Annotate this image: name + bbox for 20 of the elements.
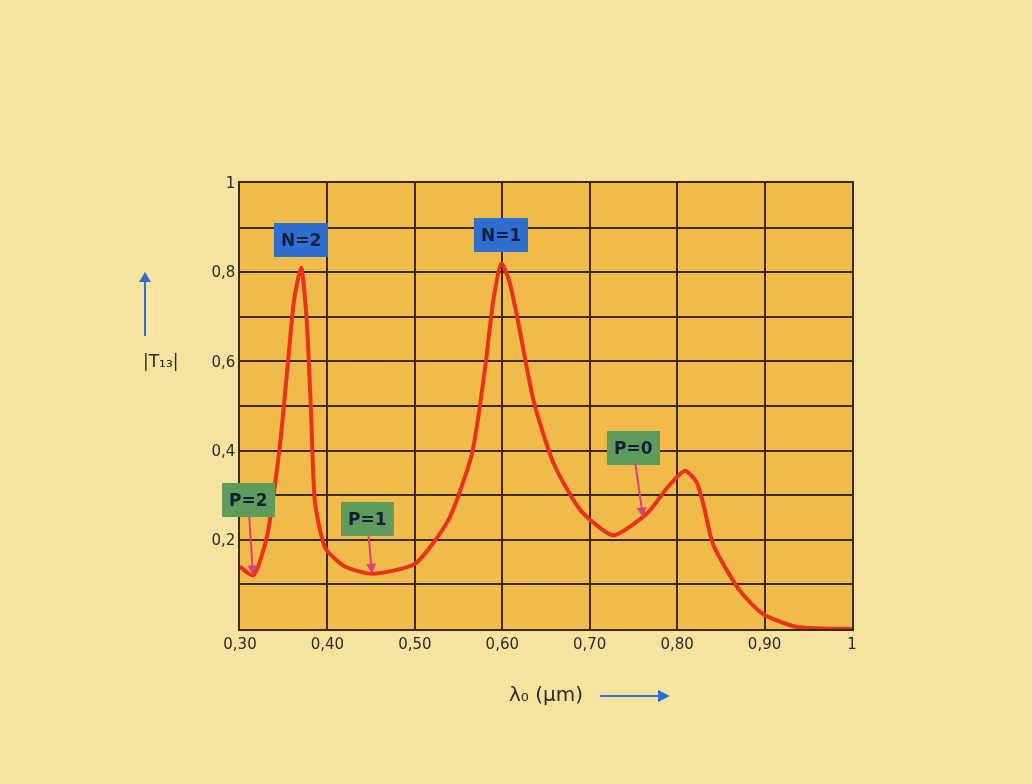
- annotation: P=1: [348, 509, 387, 529]
- y-tick-label: 0,8: [211, 263, 236, 282]
- y-tick-label: 1: [225, 174, 236, 193]
- x-axis-title: λ₀ (µm): [508, 681, 584, 706]
- y-tick-label: 0,6: [211, 352, 236, 371]
- x-tick-label: 1: [847, 634, 857, 653]
- x-tick-label: 0,40: [310, 634, 345, 653]
- y-tick-label: 0,2: [211, 531, 236, 550]
- x-tick-label: 0,60: [485, 634, 519, 653]
- y-axis-title: |T₁₃|: [143, 351, 179, 371]
- annotation: P=0: [614, 438, 653, 458]
- x-tick-label: 0,30: [223, 634, 257, 653]
- annotation: P=2: [229, 490, 268, 510]
- x-tick-label: 0,70: [573, 634, 607, 653]
- y-tick-label: 0,4: [211, 441, 236, 460]
- annotation: N=2: [281, 230, 322, 250]
- x-tick-label: 0,90: [747, 634, 782, 653]
- x-tick-label: 0,80: [660, 634, 694, 653]
- annotation: N=1: [481, 225, 522, 245]
- x-tick-label: 0,50: [398, 634, 432, 653]
